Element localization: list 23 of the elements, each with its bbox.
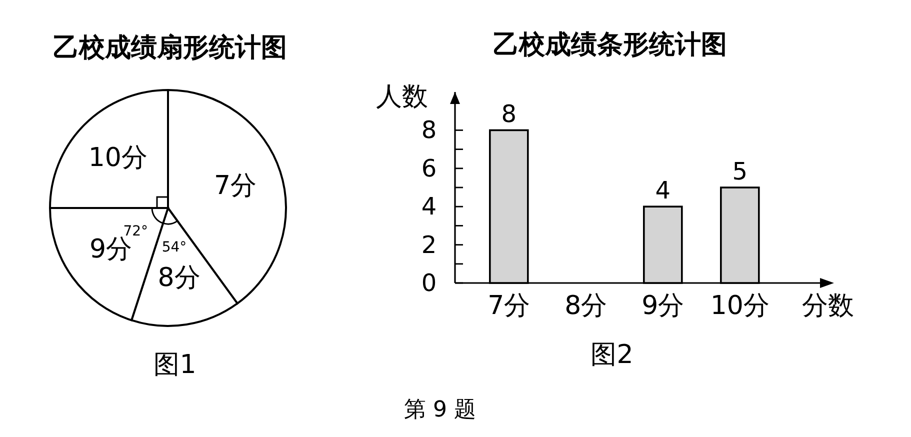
data-label: 4 [655,176,671,205]
chart-title: 乙校成绩条形统计图 [493,30,727,60]
y-tick-label: 8 [421,116,437,144]
y-tick-label: 4 [421,192,437,221]
text: 54° [162,240,187,256]
data-label: 8 [501,100,517,128]
y-axis-title: 人数 [376,82,428,112]
x-tick-label: 10分 [710,291,770,321]
chart-title: 乙校成绩扇形统计图 [53,33,287,63]
x-tick-label: 8分 [564,291,608,321]
x-tick-label: 9分 [642,291,684,321]
x-axis-title: 分数 [802,291,854,321]
y-tick-label: 0 [421,269,437,297]
x-tick-label: 7分 [488,291,530,321]
y-tick-label: 2 [421,230,437,259]
slice-label: 7分 [214,171,257,202]
text: 第 9 题 [404,398,476,422]
caption: 图2 [590,340,634,370]
caption: 图1 [154,350,196,380]
y-tick-label: 6 [421,154,437,182]
data-label: 5 [732,158,748,186]
slice-label: 10分 [88,142,148,173]
slice-label: 8分 [158,262,200,293]
